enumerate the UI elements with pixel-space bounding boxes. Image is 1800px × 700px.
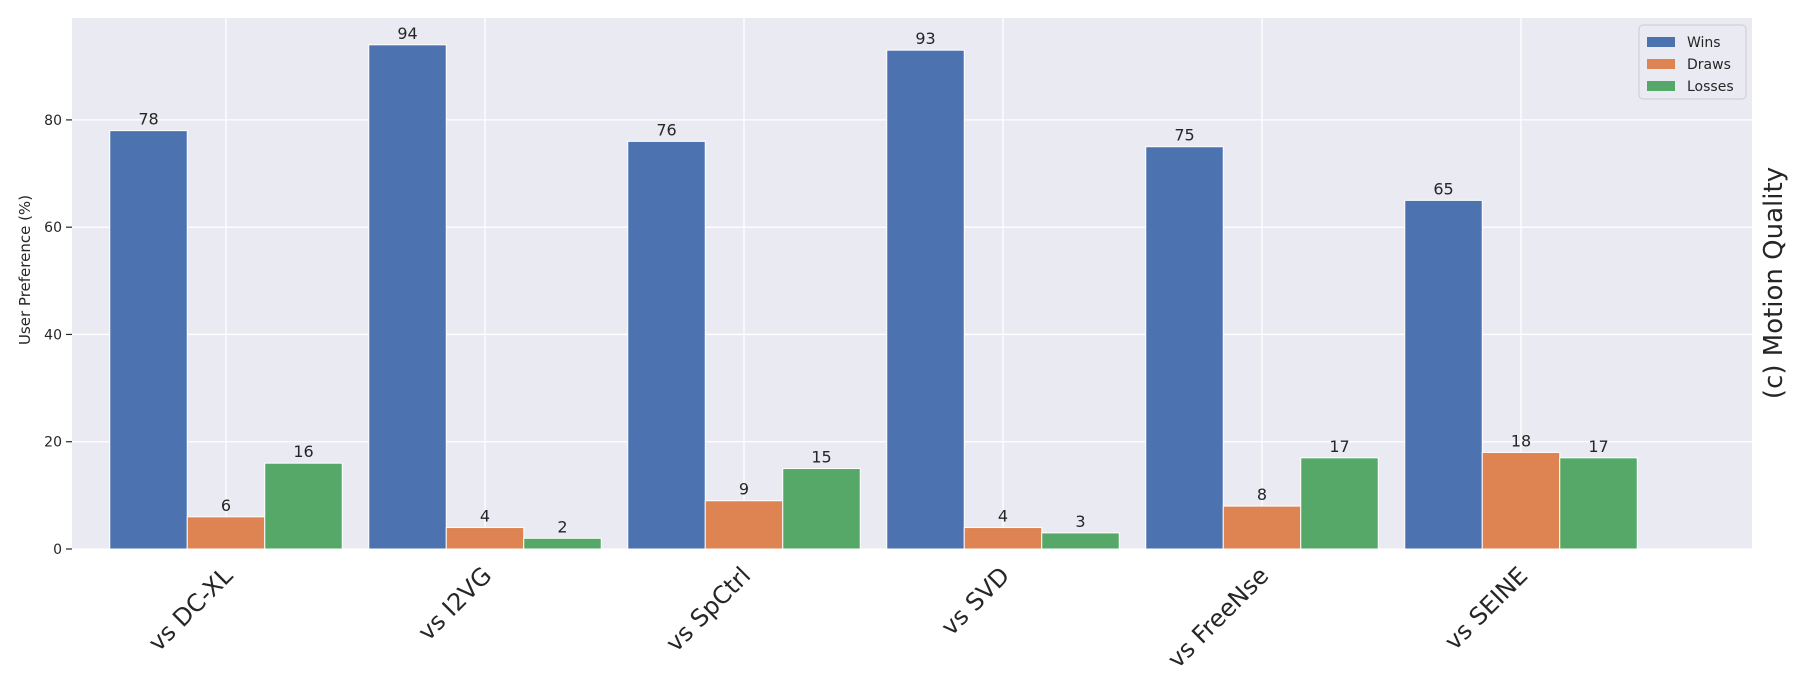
data-label: 75 [1174, 126, 1194, 145]
bar-draws [704, 500, 784, 550]
data-label: 18 [1511, 431, 1531, 450]
data-label: 65 [1433, 179, 1453, 198]
data-label: 17 [1329, 437, 1349, 456]
bar-wins [368, 44, 447, 550]
data-label: 93 [915, 29, 935, 48]
y-tick-label: 0 [53, 542, 62, 558]
data-label: 17 [1588, 437, 1608, 456]
legend-swatch-losses [1647, 81, 1675, 91]
bar-losses [782, 468, 861, 550]
data-label: 76 [656, 120, 676, 139]
bar-wins [1145, 146, 1224, 550]
data-label: 16 [293, 442, 313, 461]
bar-group [109, 44, 1638, 550]
bar-losses [1300, 457, 1379, 550]
legend-swatch-draws [1647, 59, 1675, 69]
y-tick-label: 80 [44, 113, 62, 129]
data-label: 94 [397, 24, 417, 43]
x-tick-label: vs SVD [936, 561, 1016, 641]
data-label: 3 [1075, 512, 1085, 531]
x-ticks: vs DC-XL vs I2VG vs SpCtrl vs SVD vs FreeNse… [143, 561, 1533, 674]
data-label: 15 [811, 448, 831, 467]
bar-losses [1041, 532, 1120, 550]
data-label: 2 [557, 517, 567, 536]
bar-draws [186, 516, 266, 550]
bar-losses [264, 462, 343, 550]
bar-draws [963, 527, 1043, 550]
bar-losses [1559, 457, 1638, 550]
bar-draws [445, 527, 525, 550]
bar-draws [1481, 451, 1561, 550]
data-label: 78 [138, 110, 158, 129]
legend-label: Losses [1687, 79, 1734, 95]
x-tick-label: vs FreeNse [1162, 561, 1274, 673]
y-tick-label: 60 [44, 220, 62, 236]
legend-label: Draws [1687, 57, 1731, 73]
data-label: 4 [998, 507, 1008, 526]
legend: Wins Draws Losses [1638, 24, 1747, 100]
x-tick-label: vs I2VG [413, 561, 498, 646]
bar-wins [886, 49, 965, 550]
bar-wins [109, 130, 188, 550]
y-tick-label: 40 [44, 327, 62, 343]
x-tick-label: vs DC-XL [143, 561, 239, 657]
legend-swatch-wins [1647, 37, 1675, 47]
data-label: 8 [1257, 485, 1267, 504]
x-tick-label: vs SpCtrl [660, 561, 756, 657]
data-label: 4 [480, 507, 490, 526]
legend-label: Wins [1687, 35, 1721, 51]
bar-wins [627, 140, 706, 550]
y-axis-label: User Preference (%) [16, 195, 34, 345]
x-tick-label: vs SEINE [1439, 561, 1533, 655]
chart-title: (c) Motion Quality [1759, 167, 1789, 399]
y-tick-label: 20 [44, 435, 62, 451]
data-label: 9 [739, 480, 749, 499]
bar-losses [523, 537, 602, 550]
bar-draws [1222, 505, 1302, 550]
bar-wins [1404, 199, 1483, 550]
data-label: 6 [221, 496, 231, 515]
y-ticks: 0 20 40 60 80 [44, 113, 72, 558]
